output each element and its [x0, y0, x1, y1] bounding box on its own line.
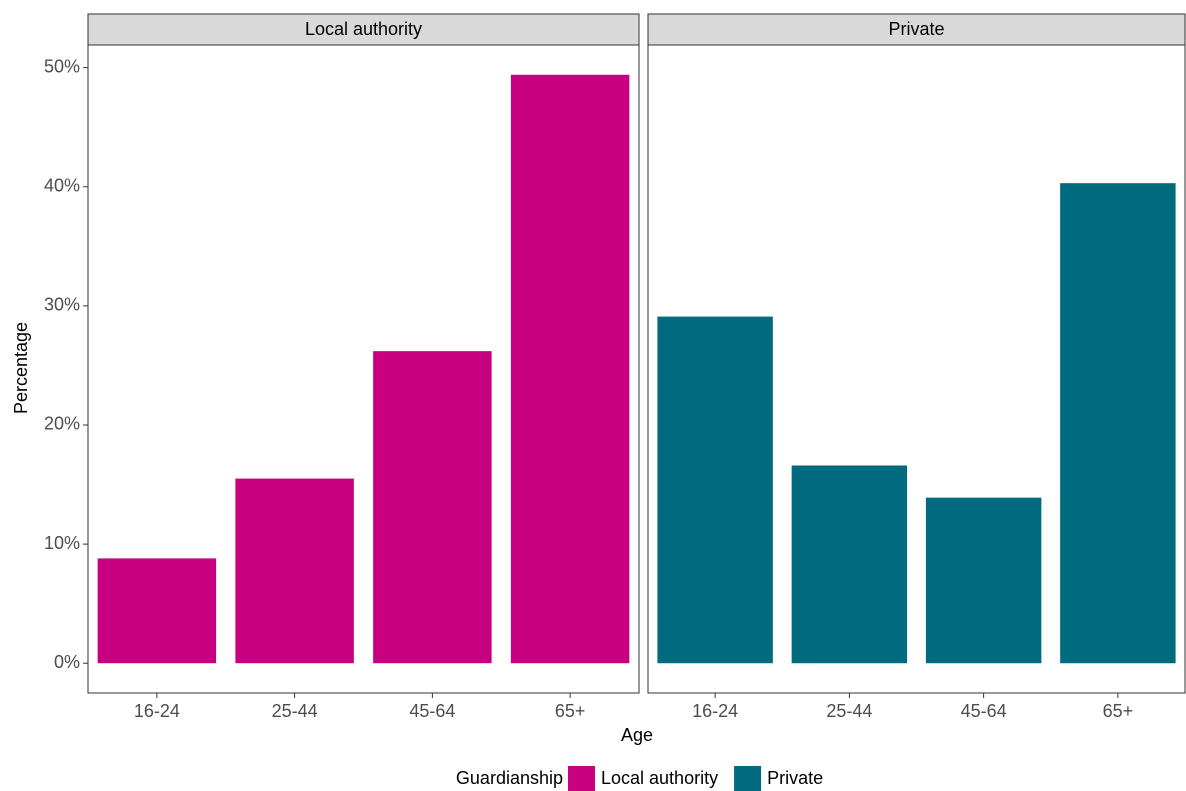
x-tick-label: 45-64	[961, 701, 1007, 721]
legend-label: Private	[767, 768, 823, 788]
y-tick-label: 10%	[44, 533, 80, 553]
y-axis-label: Percentage	[11, 322, 31, 414]
bar	[510, 74, 630, 664]
bar	[235, 478, 354, 664]
x-tick-label: 16-24	[692, 701, 738, 721]
x-tick-label: 65+	[1103, 701, 1134, 721]
bar	[373, 351, 492, 664]
bar	[97, 558, 217, 664]
legend-title: Guardianship	[456, 768, 563, 788]
x-tick-label: 65+	[555, 701, 586, 721]
x-tick-label: 45-64	[409, 701, 455, 721]
legend-label: Local authority	[601, 768, 718, 788]
facet-title: Private	[888, 19, 944, 39]
x-tick-label: 25-44	[826, 701, 872, 721]
facet-strip	[647, 13, 1186, 46]
y-tick-label: 30%	[44, 295, 80, 315]
legend-swatch	[734, 766, 762, 791]
legend-swatch	[568, 766, 595, 791]
facet-title: Local authority	[305, 19, 422, 39]
bar	[657, 316, 773, 664]
x-tick-label: 16-24	[134, 701, 180, 721]
bar	[925, 497, 1042, 664]
y-tick-label: 20%	[44, 414, 80, 434]
bar	[791, 465, 908, 664]
y-tick-label: 0%	[54, 652, 80, 672]
x-axis-label: Age	[621, 725, 653, 745]
bar	[1060, 183, 1176, 664]
y-tick-label: 40%	[44, 176, 80, 196]
y-tick-label: 50%	[44, 56, 80, 76]
x-tick-label: 25-44	[272, 701, 318, 721]
panel-border	[87, 44, 640, 694]
panel-border	[647, 44, 1186, 694]
